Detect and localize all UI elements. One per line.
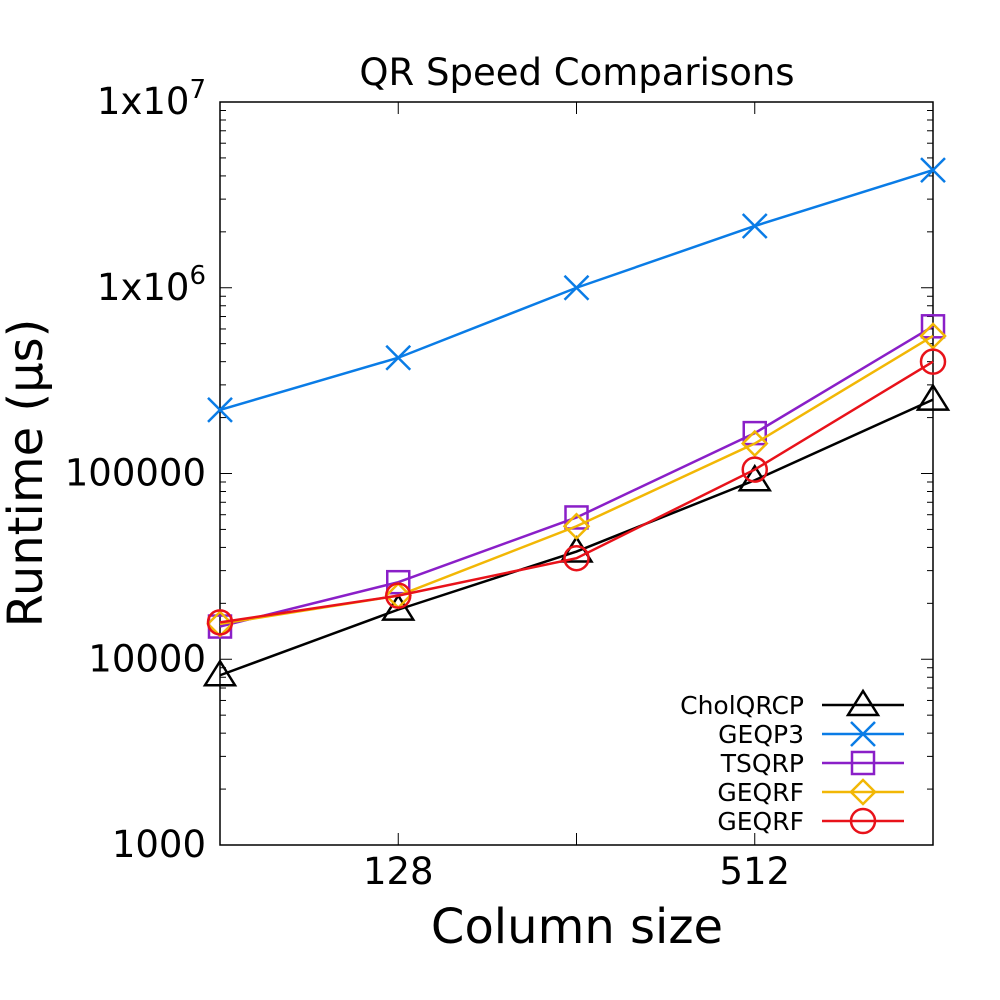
legend-item: TSQRP bbox=[720, 749, 904, 778]
y-tick-label: 1x107 bbox=[97, 75, 206, 123]
series-tsqrp-2 bbox=[207, 314, 946, 639]
series-layer bbox=[202, 157, 951, 687]
legend-label: GEQRF bbox=[717, 807, 804, 836]
data-point bbox=[740, 429, 769, 458]
legend-label: GEQRF bbox=[717, 778, 804, 807]
axis-ticks bbox=[220, 102, 933, 845]
data-point bbox=[207, 397, 233, 423]
series-line bbox=[219, 168, 934, 412]
x-axis-label: Column size bbox=[431, 899, 723, 955]
legend-item: GEQP3 bbox=[718, 720, 904, 749]
y-tick-labels: 1000 10000 100000 1x106 1x107 bbox=[65, 75, 206, 866]
data-point bbox=[562, 512, 591, 541]
series-geqrf-3 bbox=[206, 322, 947, 638]
legend-item: GEQRF bbox=[717, 778, 904, 807]
data-point bbox=[202, 658, 238, 687]
y-tick-exponent: 7 bbox=[189, 75, 206, 105]
x-tick-label: 128 bbox=[363, 850, 434, 893]
y-tick-label: 10000 bbox=[88, 637, 206, 680]
series-cholqrcp-0 bbox=[202, 383, 951, 687]
legend-marker bbox=[849, 807, 877, 835]
series-line bbox=[219, 398, 934, 677]
legend-label: GEQP3 bbox=[718, 720, 804, 749]
data-point bbox=[919, 348, 947, 375]
legend-item: GEQRF bbox=[717, 807, 904, 836]
series-line bbox=[219, 325, 934, 628]
data-point bbox=[741, 213, 768, 239]
y-tick-label: 100000 bbox=[65, 452, 206, 495]
legend-label: CholQRCP bbox=[680, 691, 804, 720]
data-point bbox=[386, 569, 411, 595]
data-point bbox=[741, 456, 768, 483]
data-point bbox=[563, 544, 590, 572]
legend-marker bbox=[850, 750, 876, 776]
legend-marker bbox=[850, 721, 876, 747]
legend-label: TSQRP bbox=[720, 749, 804, 778]
data-point bbox=[915, 383, 951, 411]
y-tick-label: 1x106 bbox=[97, 261, 206, 309]
chart-title: QR Speed Comparisons bbox=[359, 51, 794, 94]
legend-marker bbox=[845, 688, 881, 717]
y-axis-label: Runtime (µs) bbox=[0, 319, 54, 628]
legend-item: CholQRCP bbox=[680, 688, 904, 720]
data-point bbox=[385, 582, 412, 609]
series-geqp3-1 bbox=[207, 157, 946, 423]
series-line bbox=[219, 360, 934, 624]
y-tick-exponent: 6 bbox=[189, 261, 206, 291]
series-geqrf-4 bbox=[206, 348, 947, 636]
data-point bbox=[206, 609, 234, 636]
y-tick-label: 1000 bbox=[112, 823, 206, 866]
data-point bbox=[919, 322, 947, 350]
x-tick-label: 512 bbox=[719, 850, 790, 893]
x-tick-labels: 128 512 bbox=[363, 850, 790, 893]
data-point bbox=[564, 505, 589, 530]
data-point bbox=[385, 344, 412, 371]
data-point bbox=[563, 274, 590, 301]
data-point bbox=[380, 593, 416, 621]
data-point bbox=[920, 157, 946, 183]
legend-marker bbox=[849, 778, 877, 806]
plot-frame bbox=[219, 101, 934, 846]
